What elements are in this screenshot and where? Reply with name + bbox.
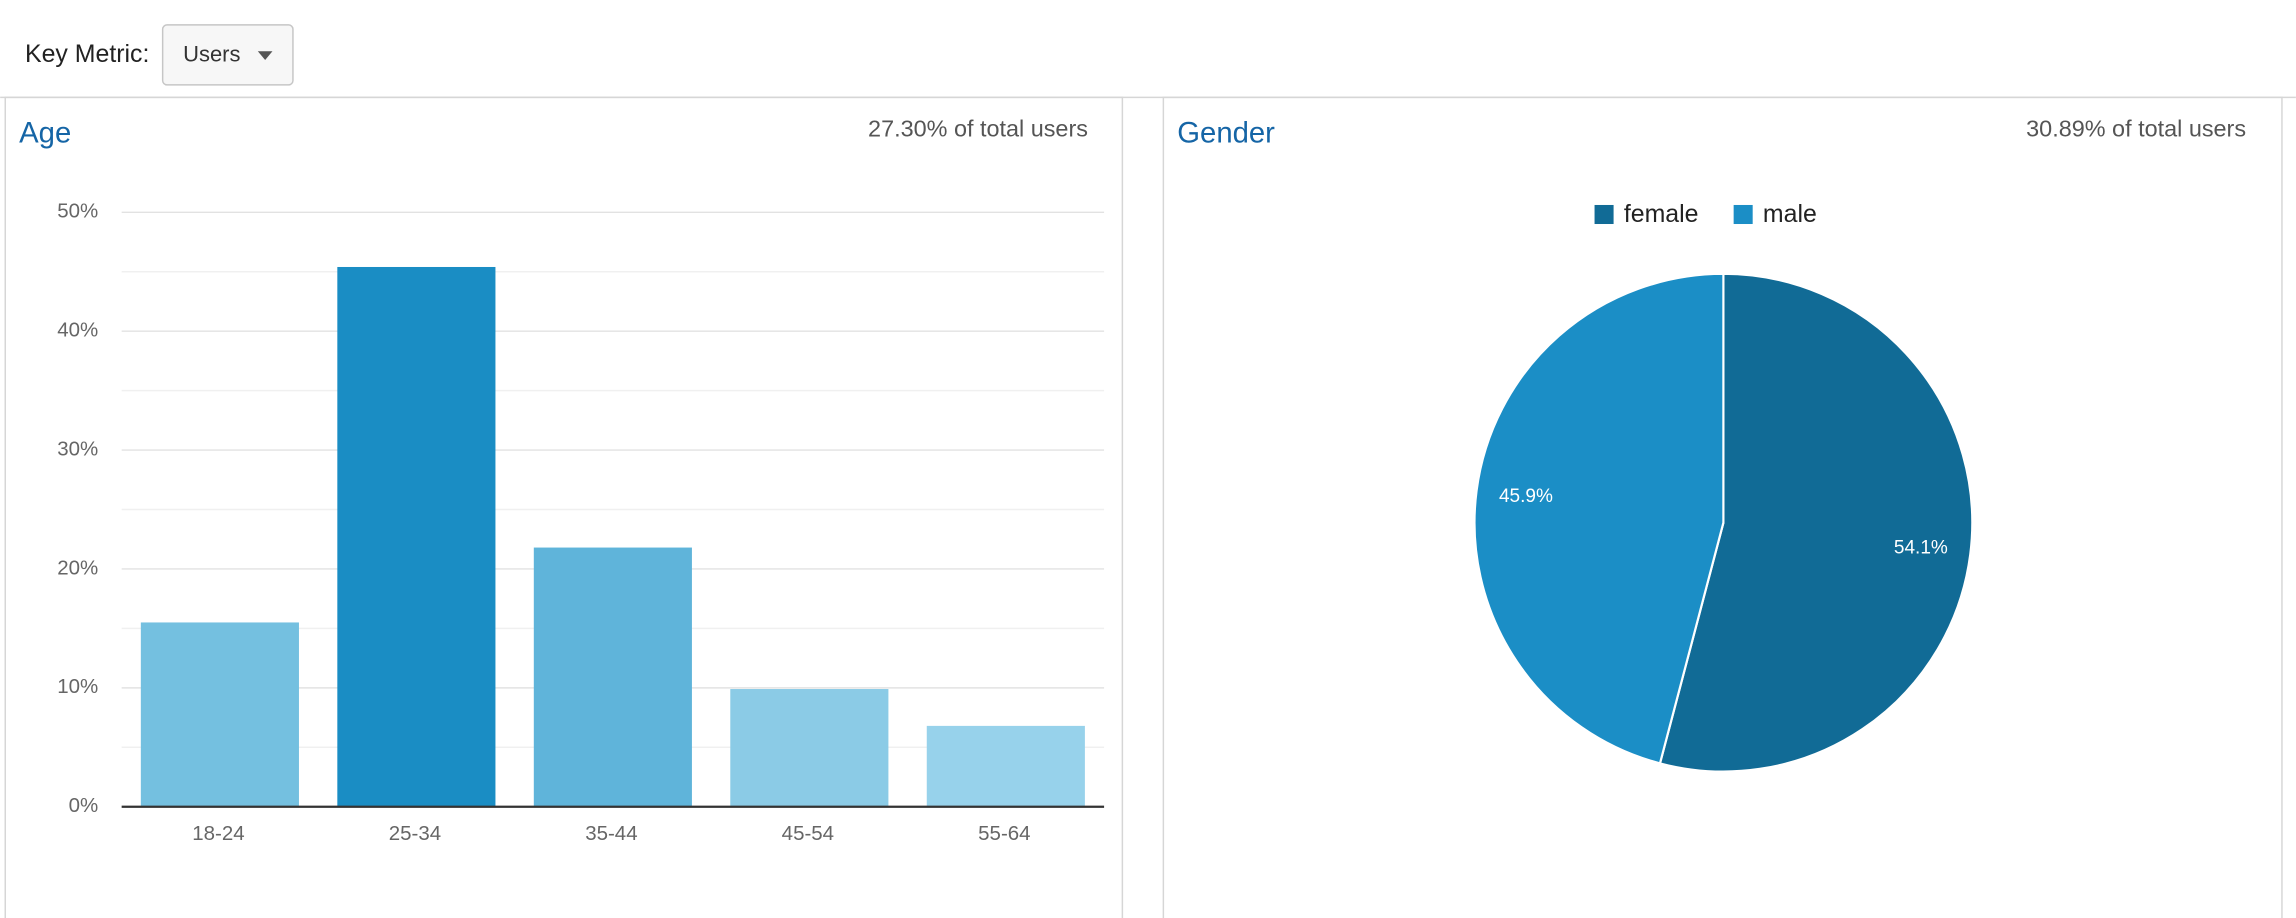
x-tick-label: 35-44: [585, 822, 637, 845]
x-tick-label: 18-24: [192, 822, 244, 845]
chart-title: Gender: [1177, 116, 1275, 149]
x-tick-label: 45-54: [782, 822, 834, 845]
bar: [926, 725, 1085, 807]
chart-title: Age: [19, 116, 71, 149]
pie-slice: [1658, 272, 1974, 773]
slice-label: 45.9%: [1499, 486, 1553, 507]
bar: [533, 547, 692, 807]
y-tick-label: 10%: [57, 675, 98, 698]
legend-label: female: [1624, 200, 1699, 228]
chart-subtitle: 30.89% of total users: [2026, 115, 2246, 141]
key-metric-label: Key Metric:: [25, 40, 149, 68]
legend-swatch: [1594, 204, 1614, 225]
y-tick-label: 20%: [57, 556, 98, 579]
dropdown[interactable]: [161, 24, 294, 86]
y-tick-label: 0%: [69, 794, 99, 817]
bar: [140, 622, 299, 807]
y-tick-label: 50%: [57, 200, 98, 223]
legend-label: male: [1763, 200, 1817, 228]
dropdown-value[interactable]: Users: [183, 41, 240, 66]
x-tick-label: 55-64: [978, 822, 1030, 845]
y-tick-label: 30%: [57, 437, 98, 460]
bar: [337, 266, 496, 807]
chart-subtitle: 27.30% of total users: [868, 115, 1088, 141]
bar: [730, 689, 889, 807]
pie-slice: [1473, 272, 1725, 765]
slice-label: 54.1%: [1894, 537, 1948, 558]
x-tick-label: 25-34: [389, 822, 441, 845]
y-tick-label: 40%: [57, 319, 98, 342]
dropdown-arrow[interactable]: [257, 51, 273, 61]
legend-swatch: [1733, 204, 1753, 225]
